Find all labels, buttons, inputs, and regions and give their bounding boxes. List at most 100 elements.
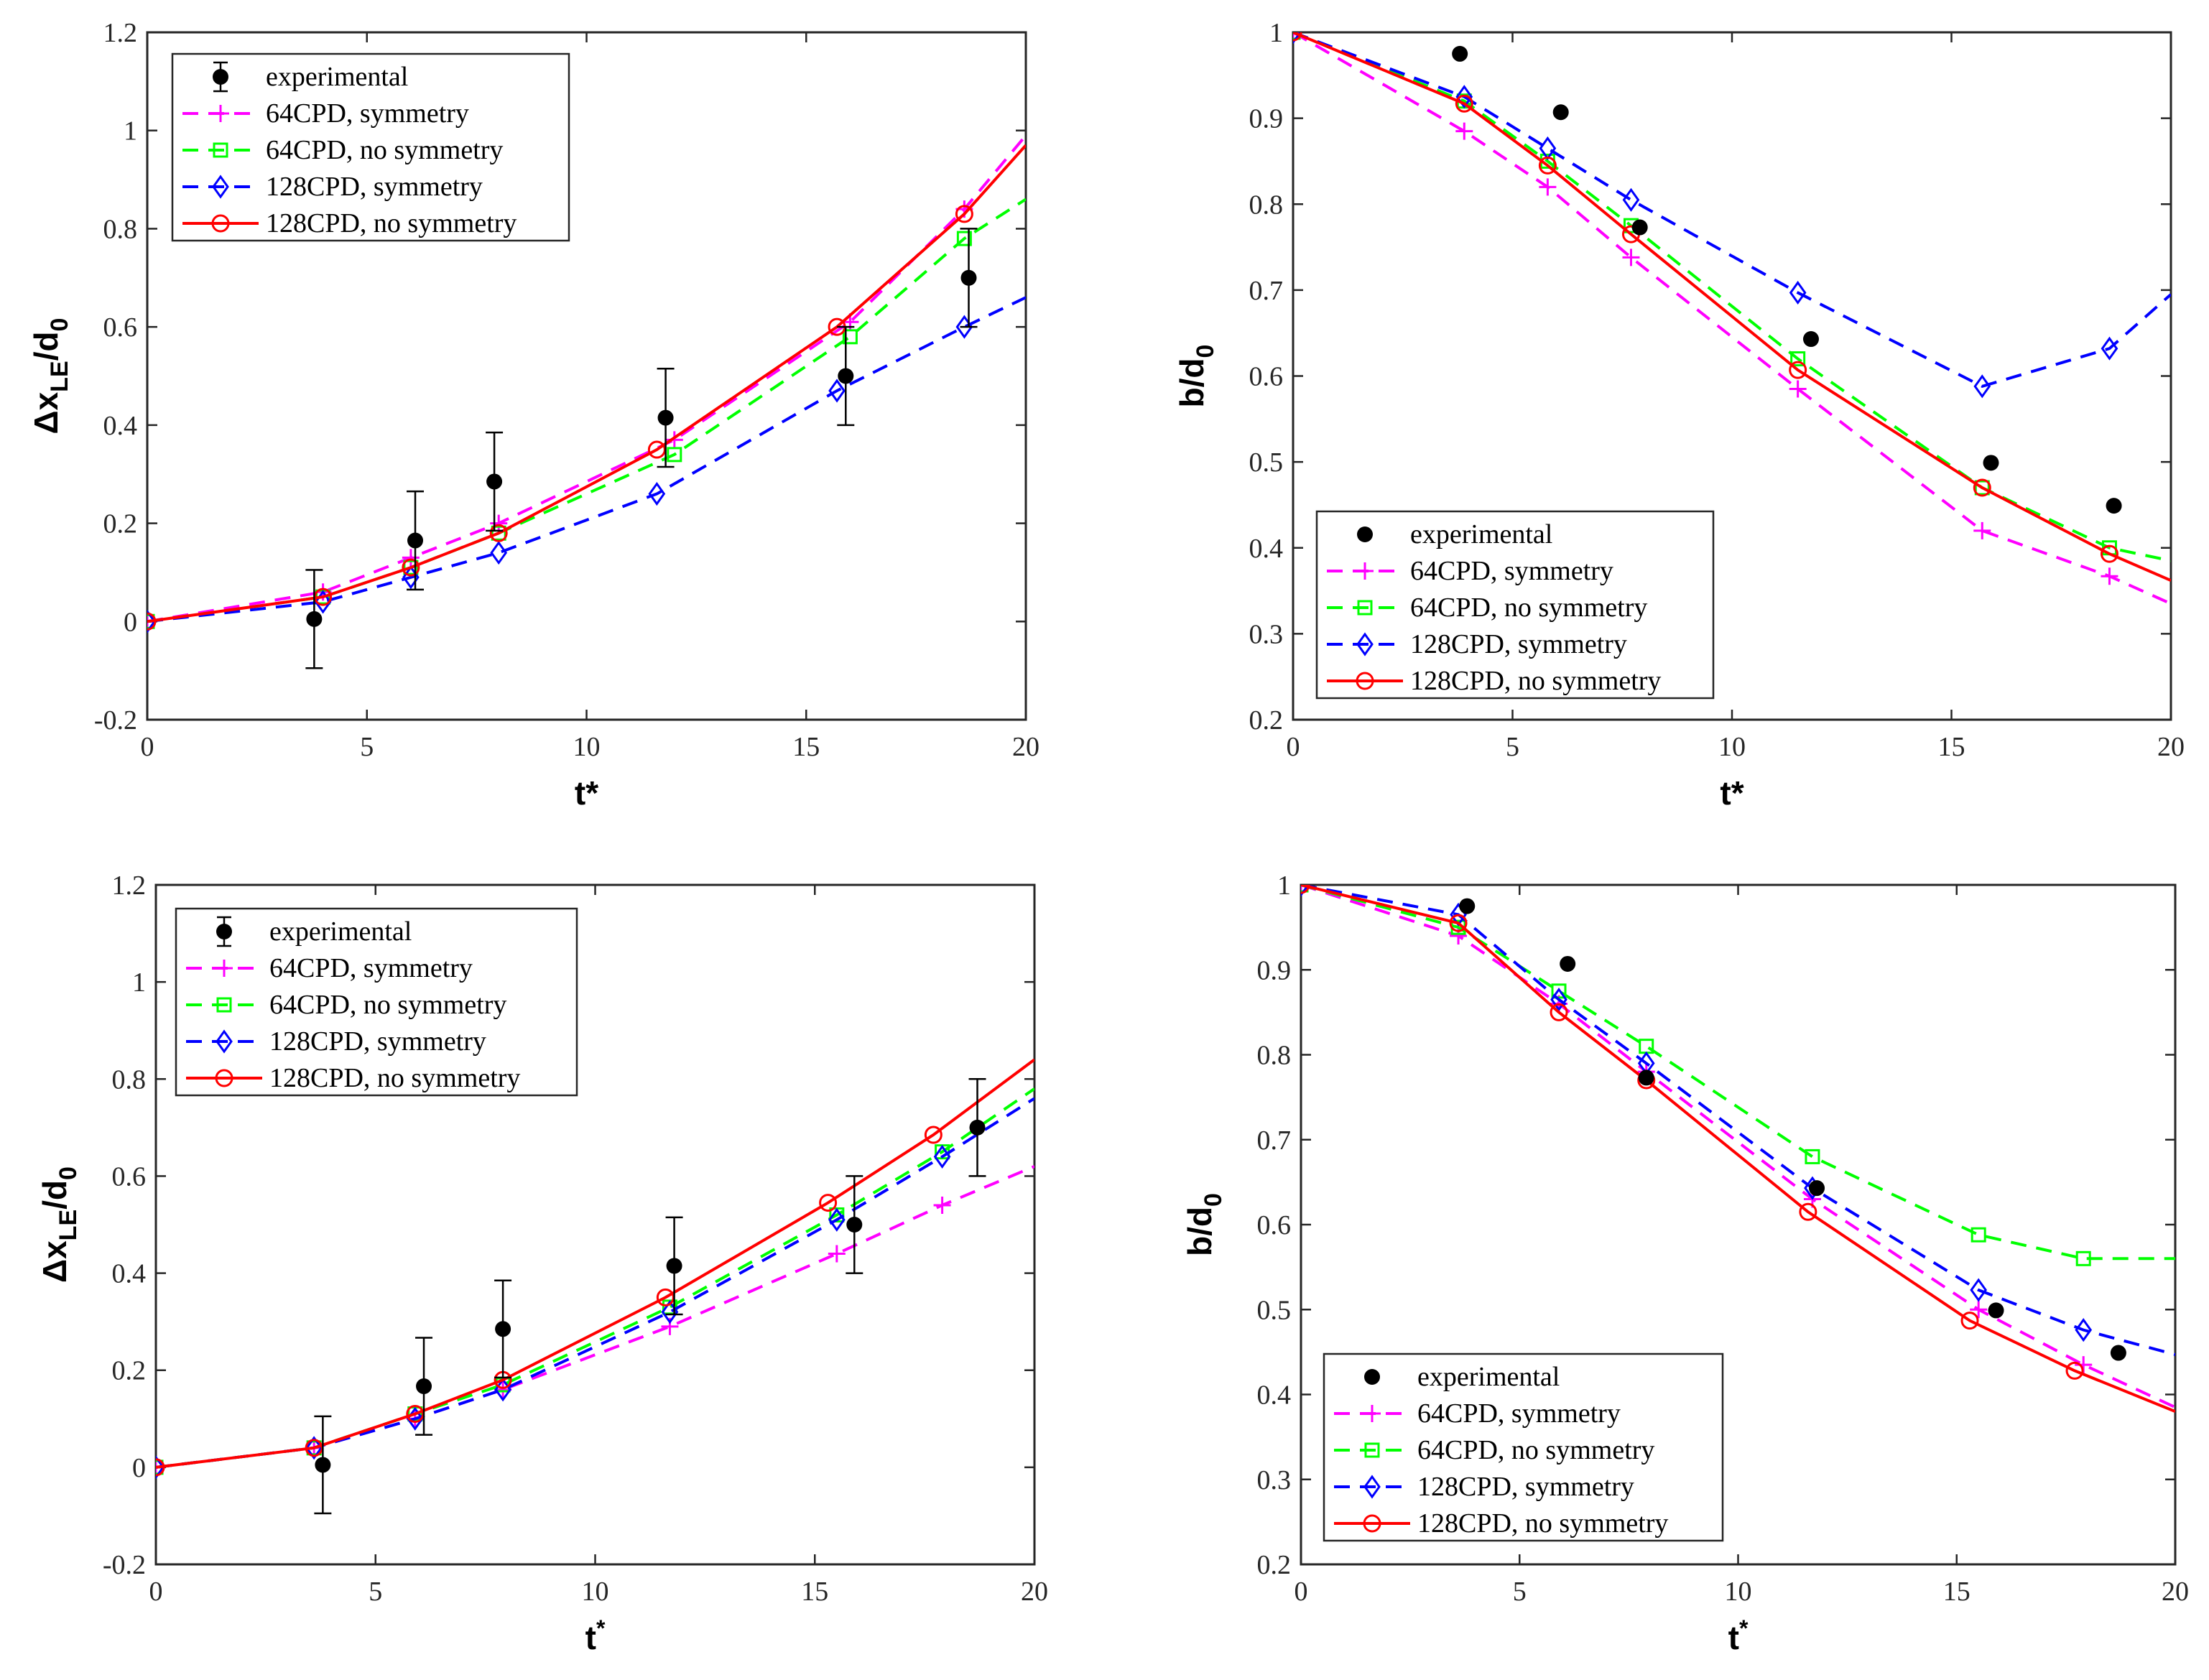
legend-label: 128CPD, no symmetry [269,1063,520,1093]
y-tick-label: 0.2 [103,509,138,539]
experimental-point [416,1378,432,1395]
legend-label: 64CPD, no symmetry [1410,593,1647,623]
series-marker-2 [156,1455,165,1480]
series-marker-3 [156,1458,165,1477]
series-marker-3 [1455,94,1473,113]
experimental-point [2106,498,2122,514]
legend-marker-2 [1356,632,1374,656]
chart-panel-top-left: 0 5 10 15 20-0.200.20.40.60.811.2t*ΔxLE/d0ex… [27,18,1039,812]
y-tick-label: 0.9 [1257,955,1292,985]
x-axis-label: t* [1720,774,1743,812]
series-marker-2 [2075,1318,2093,1342]
series-marker-3 [819,1194,838,1212]
y-axis-label: b/d0 [1181,1193,1227,1256]
legend-marker-2 [212,175,229,199]
legend-experimental-marker [1357,526,1373,542]
experimental-point [407,532,424,549]
y-tick-label: 0.3 [1257,1465,1292,1495]
legend-marker-3 [1356,672,1374,690]
legend-marker-2 [1363,1475,1381,1499]
y-tick-label: 0.6 [1249,362,1284,392]
legend-label: experimental [266,62,408,92]
x-axis-label: t* [1728,1615,1749,1656]
experimental-point [1552,104,1569,121]
chart-panel-top-right: 0 5 10 15 20 0.2 0.3 0.4 0.5 0.6 0.7 0.8 0.9 1 t* b/d0 e… [1173,18,2185,812]
y-tick-label: 0.7 [1257,1126,1292,1156]
series-marker-2 [1622,187,1640,212]
experimental-point [838,368,854,384]
series-marker-3 [1538,156,1557,175]
x-tick-label: 10 [582,1577,609,1607]
series-line-0 [156,1165,1034,1469]
y-tick-label: 0 [124,607,137,637]
x-tick-label: 20 [2157,732,2185,762]
legend-marker-1 [216,997,232,1013]
legend-label: 128CPD, symmetry [1410,629,1627,659]
y-tick-label: 1.2 [112,871,147,901]
series-marker-0 [1970,1301,1988,1319]
series-marker-2 [1970,1278,1988,1302]
experimental-point [1802,331,1819,348]
legend-box [1323,1352,1724,1542]
series-marker-0 [828,1245,846,1263]
series-line-3 [147,144,1026,623]
series-marker-1 [1970,1227,1986,1243]
series-marker-1 [842,329,858,345]
plot-series-group [156,1058,1034,1515]
series-marker-3 [1789,361,1807,379]
legend-marker-1 [213,142,228,158]
series-marker-3 [2100,544,2118,563]
legend-experimental-marker [216,924,232,939]
x-tick-label: 15 [792,732,820,762]
experimental-point [1809,1180,1825,1197]
legend-label: 64CPD, no symmetry [269,990,506,1020]
x-tick-label: 0 [141,732,154,762]
x-tick-label: 10 [1718,732,1746,762]
x-tick-label: 5 [360,732,374,762]
experimental-point [1459,898,1476,914]
series-marker-2 [933,1144,951,1169]
legend-marker-0 [216,960,233,977]
series-marker-0 [1539,178,1557,196]
chart-panel-bottom-right: 0 5 10 15 20 0.2 0.3 0.4 0.5 0.6 0.7 0.8 0.9 1 t* b/d0 e… [1181,871,2189,1656]
series-line-1 [1293,32,2171,562]
plot-series-group [1301,885,2175,1414]
series-marker-2 [147,609,156,634]
y-axis-label: ΔxLE/d0 [27,318,73,435]
series-line-3 [1293,32,2171,583]
legend-box [175,907,578,1097]
x-tick-label: 0 [1295,1577,1308,1607]
experimental-point [1631,219,1648,236]
legend-label: 128CPD, symmetry [1417,1472,1634,1502]
series-line-0 [1293,32,2171,605]
experimental-point [306,611,323,627]
experimental-point [486,473,503,490]
y-tick-label: 0.3 [1249,619,1284,649]
series-marker-1 [1805,1148,1820,1164]
experimental-point [315,1457,331,1473]
series-line-0 [1301,885,2175,1409]
series-line-0 [147,134,1026,623]
legend-label: 128CPD, symmetry [269,1026,486,1057]
series-marker-2 [828,1207,846,1232]
series-marker-2 [648,481,666,506]
series-marker-2 [2101,336,2118,361]
y-tick-label: -0.2 [94,705,137,735]
legend-label: experimental [1410,519,1552,549]
x-tick-label: 15 [801,1577,828,1607]
series-marker-2 [828,379,846,403]
series-line-3 [156,1058,1034,1469]
series-marker-0 [1789,380,1807,398]
series-marker-3 [955,205,973,223]
y-tick-label: 0.6 [1257,1210,1292,1240]
legend: experimental 64CPD, symmetry 64CPD, no sym… [1315,510,1715,700]
plot-series-group [1293,32,2171,605]
series-marker-2 [1550,988,1567,1012]
legend-marker-0 [1356,562,1374,580]
series-marker-1 [1551,983,1567,999]
legend-box [171,52,570,242]
y-tick-label: 0.8 [1257,1041,1292,1071]
y-tick-label: 1 [132,967,146,998]
series-marker-0 [1973,521,1991,539]
experimental-point [1560,955,1576,972]
